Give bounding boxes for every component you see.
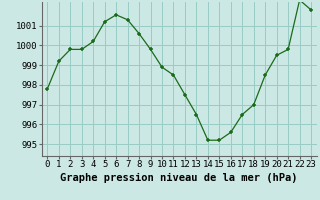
X-axis label: Graphe pression niveau de la mer (hPa): Graphe pression niveau de la mer (hPa) — [60, 173, 298, 183]
